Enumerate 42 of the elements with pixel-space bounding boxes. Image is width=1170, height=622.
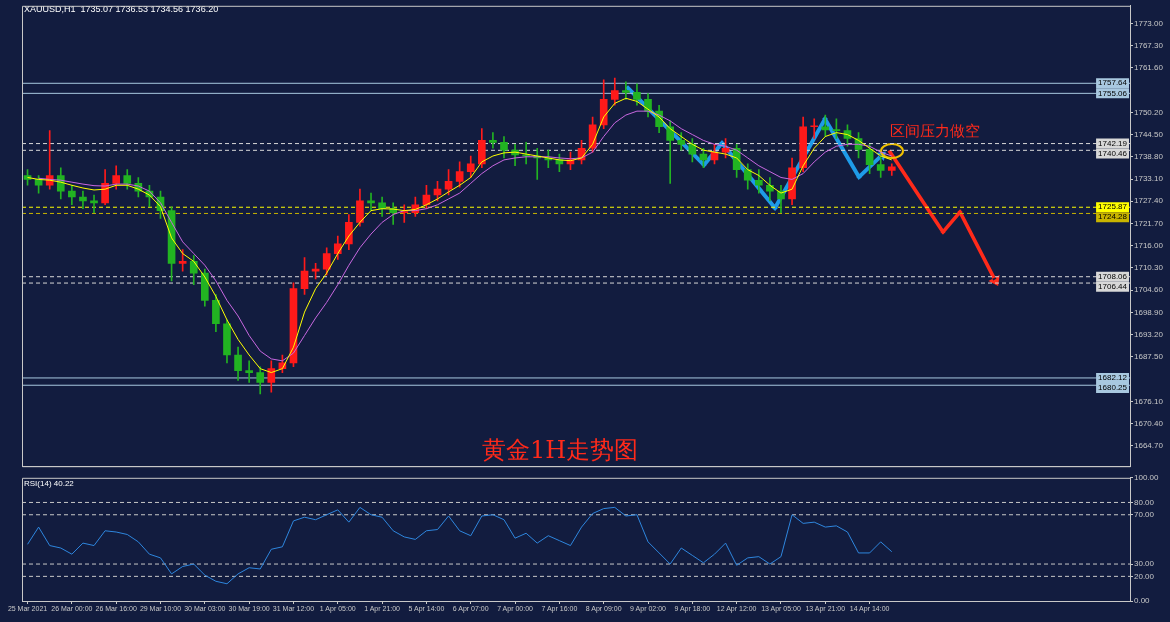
ref-line-label: 1740.46 [1098, 148, 1128, 158]
candlestick [245, 360, 253, 383]
y-tick-label: 1716.00 [1134, 240, 1164, 250]
ref-line-label: 1755.06 [1098, 88, 1128, 98]
y-tick-label: 1721.70 [1134, 218, 1164, 228]
y-tick-label: 1744.50 [1134, 129, 1164, 139]
annotation: RSI(14) 40.22 [24, 479, 75, 488]
y-tick-label: 1738.80 [1134, 152, 1164, 161]
ref-line-label: 1706.44 [1098, 281, 1128, 291]
y-tick-label: 1676.10 [1134, 396, 1164, 406]
text: 黄金1H走势图 [481, 436, 639, 465]
y-tick-label: 80.00 [1134, 497, 1155, 507]
y-tick-label: 1664.70 [1134, 441, 1164, 451]
ref-line-label: 1725.87 [1098, 202, 1128, 212]
y-tick-label: 1698.90 [1134, 307, 1164, 317]
ref-line-label: 1757.64 [1098, 78, 1128, 88]
ref-line-label: 1724.28 [1098, 212, 1128, 222]
candlestick [489, 132, 497, 149]
y-tick-label: 1773.00 [1134, 18, 1164, 28]
y-tick-label: 1710.30 [1134, 263, 1164, 273]
y-tick-label: 20.00 [1134, 571, 1155, 581]
y-tick-label: 100.00 [1134, 473, 1160, 482]
y-tick-label: 30.00 [1134, 559, 1155, 569]
y-tick-label: 1750.20 [1134, 107, 1164, 117]
y-tick-label: 1693.20 [1134, 329, 1164, 339]
ref-line-label: 1708.06 [1098, 271, 1128, 281]
y-tick-label: 1761.60 [1134, 63, 1164, 73]
y-tick-label: 0.00 [1134, 596, 1151, 606]
y-tick-label: 1727.40 [1134, 196, 1164, 206]
annotation: XAUUSD,H1 1735.07 1736.53 1734.56 1736.20 [24, 4, 219, 14]
annotation: 区间压力做空 [890, 122, 980, 141]
y-tick-label: 1687.50 [1134, 352, 1164, 362]
y-tick-label: 1704.60 [1134, 285, 1164, 295]
ref-line-label: 1742.19 [1098, 138, 1128, 148]
y-tick-label: 1670.40 [1134, 418, 1164, 428]
ref-line-label: 1682.12 [1098, 373, 1128, 383]
candlestick [622, 81, 630, 100]
ref-line-label: 1680.25 [1098, 383, 1128, 393]
y-tick-label: 70.00 [1134, 509, 1155, 519]
y-tick-label: 1733.10 [1134, 174, 1164, 184]
candlestick [810, 118, 819, 139]
y-tick-label: 1767.30 [1134, 40, 1164, 50]
